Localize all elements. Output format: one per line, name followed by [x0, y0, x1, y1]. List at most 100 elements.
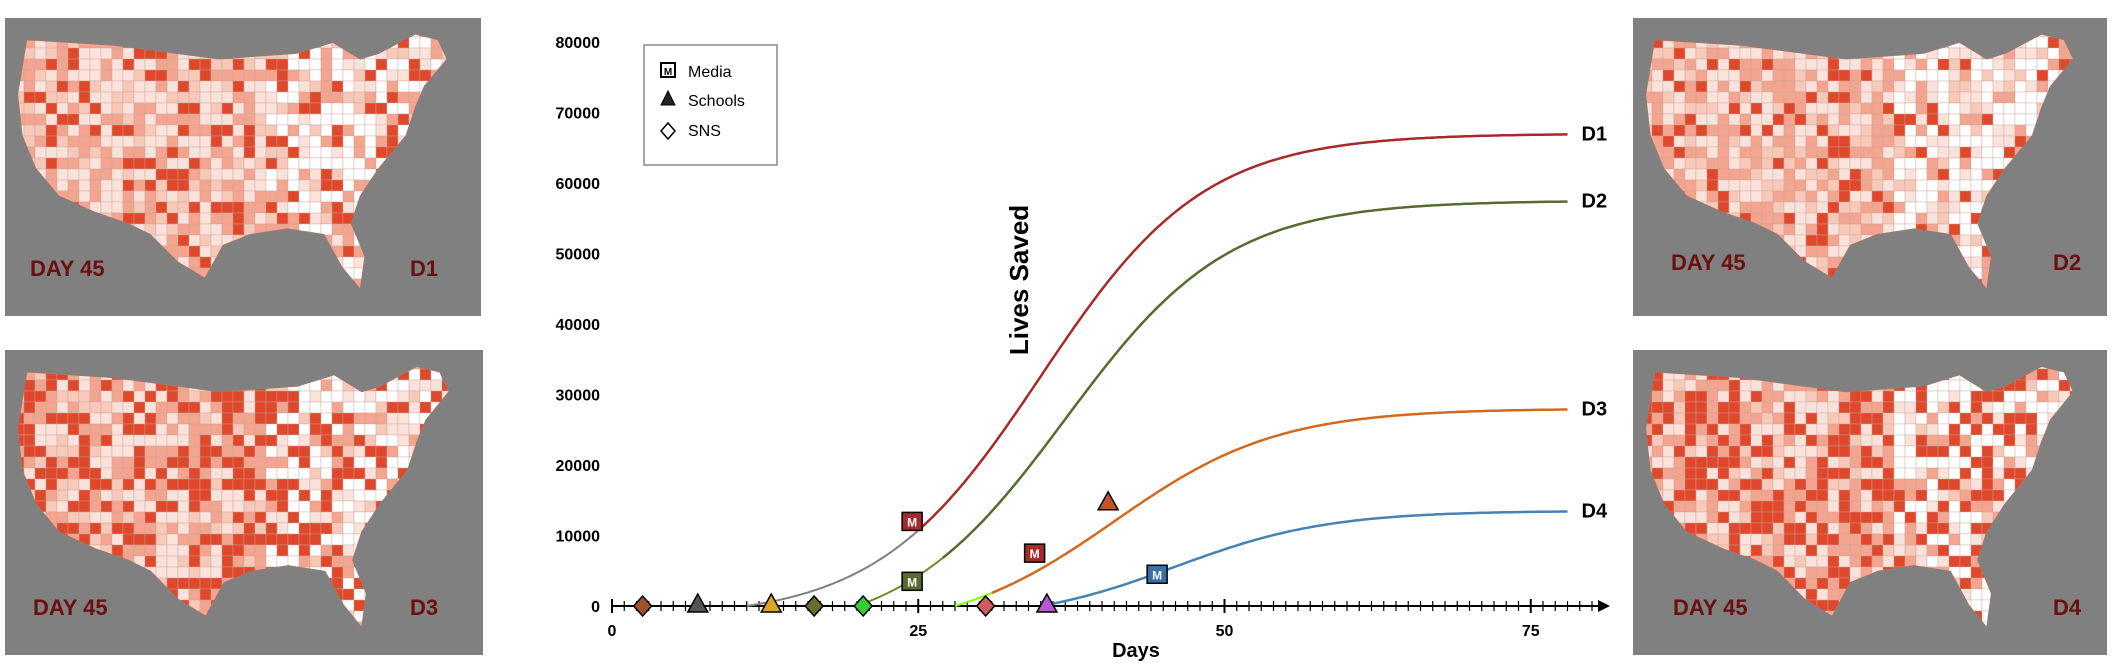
county-cell [199, 179, 212, 192]
county-cell [232, 621, 245, 628]
county-cell [1772, 478, 1785, 491]
county-cell [1993, 290, 2004, 301]
county-cell [199, 555, 212, 568]
county-cell [397, 168, 410, 181]
county-cell [23, 401, 36, 414]
county-cell [45, 366, 58, 370]
county-cell [1827, 489, 1840, 502]
county-cell [375, 80, 388, 93]
county-cell [265, 69, 278, 82]
county-cell [1959, 500, 1972, 513]
county-cell [67, 234, 80, 247]
county-cell [1970, 456, 1983, 469]
county-cell [1893, 390, 1906, 403]
county-cell [45, 135, 58, 148]
county-cell [309, 212, 322, 225]
county-cell [1816, 555, 1829, 568]
county-cell [17, 69, 25, 82]
county-cell [232, 500, 245, 513]
county-cell [122, 168, 135, 181]
county-cell [1739, 379, 1752, 392]
county-cell [199, 366, 212, 370]
county-cell [1882, 368, 1895, 381]
county-cell [78, 621, 91, 628]
county-cell [298, 445, 311, 458]
county-cell [441, 368, 449, 381]
county-cell [1827, 390, 1840, 403]
county-cell [353, 368, 366, 381]
county-cell [1959, 113, 1972, 126]
county-cell [67, 91, 80, 104]
county-cell [133, 423, 146, 436]
county-cell [2025, 478, 2038, 491]
county-cell [2047, 456, 2060, 469]
county-cell [167, 290, 178, 301]
county-cell [1728, 102, 1741, 115]
county-cell [1706, 47, 1719, 60]
county-cell [2025, 434, 2038, 447]
county-cell [1838, 489, 1851, 502]
county-cell [23, 34, 36, 38]
county-cell [166, 478, 179, 491]
county-cell [1882, 278, 1895, 290]
county-cell [1849, 36, 1862, 49]
county-cell [2092, 70, 2103, 81]
county-cell [287, 212, 300, 225]
county-cell [111, 113, 124, 126]
county-cell [408, 168, 421, 181]
county-cell [100, 124, 113, 137]
county-cell [2025, 621, 2038, 628]
county-cell [364, 599, 377, 612]
county-cell [2069, 190, 2074, 203]
county-cell [298, 179, 311, 192]
county-cell [1739, 434, 1752, 447]
county-cell [265, 401, 278, 414]
county-cell [133, 366, 146, 370]
county-cell [221, 157, 234, 170]
county-cell [375, 434, 388, 447]
county-cell [364, 555, 377, 568]
county-cell [1816, 445, 1829, 458]
county-cell [1849, 212, 1862, 225]
county-cell [100, 234, 113, 247]
county-cell [1970, 500, 1983, 513]
county-cell [386, 423, 399, 436]
county-cell [353, 146, 366, 159]
county-cell [1882, 577, 1895, 590]
county-cell [464, 213, 475, 224]
county-cell [1893, 168, 1906, 181]
county-cell [265, 102, 278, 115]
county-cell [320, 179, 333, 192]
map-panel-bottom-left: DAY 45 D3 [5, 350, 483, 655]
county-cell [441, 245, 448, 258]
county-cell [1662, 401, 1675, 414]
county-cell [177, 179, 190, 192]
county-cell [1839, 633, 1850, 644]
county-cell [1662, 379, 1675, 392]
county-cell [2092, 501, 2103, 512]
county-cell [276, 522, 289, 535]
county-cell [1805, 113, 1818, 126]
county-cell [123, 290, 134, 301]
county-cell [2025, 555, 2038, 568]
county-cell [144, 135, 157, 148]
county-cell [1937, 456, 1950, 469]
county-cell [364, 102, 377, 115]
county-cell [1739, 157, 1752, 170]
county-cell [386, 522, 399, 535]
county-cell [232, 577, 245, 590]
county-cell [1816, 467, 1829, 480]
county-cell [276, 489, 289, 502]
county-cell [1860, 80, 1873, 93]
county-cell [408, 80, 421, 93]
county-cell [309, 390, 322, 403]
county-cell [1970, 566, 1983, 579]
county-cell [177, 146, 190, 159]
county-cell [1645, 201, 1653, 214]
county-cell [1948, 168, 1961, 181]
county-cell [1794, 58, 1807, 71]
county-cell [56, 168, 69, 181]
county-cell [453, 279, 464, 290]
county-cell [34, 555, 47, 568]
county-cell [2036, 577, 2049, 590]
